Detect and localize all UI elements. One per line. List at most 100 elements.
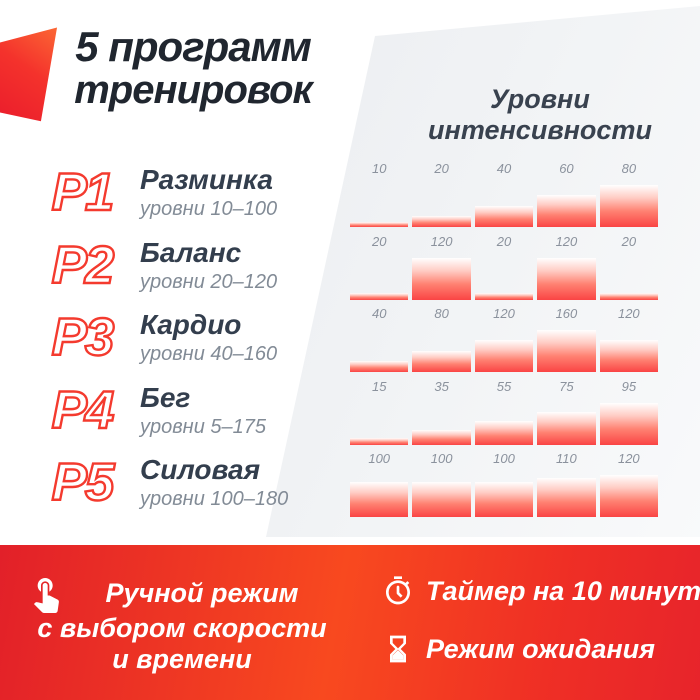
timer-feature: Таймер на 10 минут xyxy=(382,575,700,607)
intensity-bar xyxy=(599,475,659,517)
bar-value-label: 80 xyxy=(621,161,637,176)
bar-value-label: 40 xyxy=(496,161,512,176)
chart-column: 20 xyxy=(412,161,471,227)
standby-label: Режим ожидания xyxy=(426,633,656,664)
bar-value-label: 55 xyxy=(496,378,512,394)
program-text: Кардио уровни 40–160 xyxy=(128,308,277,366)
program-text: Силовая уровни 100–180 xyxy=(128,453,288,511)
chart-column: 160 xyxy=(537,306,596,372)
timer-label: Таймер на 10 минут xyxy=(426,575,700,606)
program-name: Разминка xyxy=(140,164,273,195)
bar-value-label: 120 xyxy=(430,233,453,249)
program-text: Бег уровни 5–175 xyxy=(128,381,266,439)
touch-icon xyxy=(26,573,66,613)
red-accent-shape xyxy=(0,27,58,122)
intensity-bar xyxy=(350,292,409,300)
program-list: P1 Разминка уровни 10–100 P2 Баланс уровни 20… xyxy=(36,162,336,526)
bar-value-label: 120 xyxy=(617,306,640,321)
intensity-bar xyxy=(412,351,471,372)
program-name: Баланс xyxy=(140,236,242,268)
bar-value-label: 20 xyxy=(434,161,449,176)
intensity-bar xyxy=(474,340,534,372)
chart-column: 120 xyxy=(599,451,659,517)
chart-column: 120 xyxy=(474,306,534,372)
program-item: P1 Разминка уровни 10–100 xyxy=(36,162,336,236)
manual-mode-line2: с выбором скорости xyxy=(37,613,327,643)
chart-column: 80 xyxy=(599,161,659,227)
bar-value-label: 15 xyxy=(371,378,387,394)
program-levels: уровни 100–180 xyxy=(140,488,289,510)
intensity-bar xyxy=(537,195,596,227)
bar-value-label: 100 xyxy=(430,451,453,466)
program-code: P1 xyxy=(50,162,115,223)
intensity-bar xyxy=(350,437,409,445)
chart-column: 40 xyxy=(474,161,534,227)
stopwatch-icon xyxy=(382,575,414,607)
chart-column: 80 xyxy=(412,306,471,372)
bar-value-label: 75 xyxy=(559,378,574,394)
intensity-bar xyxy=(537,411,596,445)
chart-column: 15 xyxy=(350,378,409,445)
bar-value-label: 120 xyxy=(555,233,578,249)
hourglass-icon xyxy=(382,633,414,665)
intensity-bar xyxy=(412,429,471,445)
bar-value-label: 40 xyxy=(371,306,387,321)
intensity-chart: 10 20 40 60 80 20 120 20 120 20 40 80 120 160 120 15 35 5… xyxy=(350,161,659,524)
chart-row-p4: 15 35 55 75 95 xyxy=(350,378,659,445)
bar-value-label: 10 xyxy=(371,161,387,176)
bar-value-label: 160 xyxy=(555,306,578,321)
intensity-bar xyxy=(350,361,409,372)
program-code: P5 xyxy=(50,452,115,513)
chart-column: 110 xyxy=(537,451,596,517)
bar-value-label: 110 xyxy=(556,451,577,466)
program-name: Кардио xyxy=(140,309,242,340)
bar-value-label: 95 xyxy=(621,378,637,394)
chart-column: 120 xyxy=(537,233,596,300)
chart-title: Уровни интенсивности xyxy=(428,84,652,145)
intensity-bar xyxy=(537,257,596,300)
intensity-bar xyxy=(537,478,596,517)
chart-column: 95 xyxy=(599,378,659,445)
bar-value-label: 35 xyxy=(434,378,449,394)
chart-row-p5: 100 100 100 110 120 xyxy=(350,451,659,517)
manual-mode-line3: и времени xyxy=(112,644,252,674)
chart-row-p2: 20 120 20 120 20 xyxy=(350,233,659,300)
program-code: P2 xyxy=(50,234,115,295)
manual-mode-line1: Ручной режим xyxy=(105,577,299,608)
bar-value-label: 120 xyxy=(493,306,515,321)
chart-column: 75 xyxy=(537,378,596,445)
chart-column: 20 xyxy=(599,234,659,300)
chart-column: 55 xyxy=(474,378,534,445)
feature-band: Ручной режим с выбором скорости и времен… xyxy=(0,545,700,700)
bar-value-label: 100 xyxy=(368,451,391,466)
chart-column: 120 xyxy=(599,306,659,372)
standby-feature: Режим ожидания xyxy=(382,633,682,665)
intensity-bar xyxy=(350,221,409,227)
intensity-bar xyxy=(350,482,409,517)
chart-column: 120 xyxy=(412,233,471,300)
chart-column: 100 xyxy=(350,451,409,517)
program-name: Бег xyxy=(140,381,191,413)
intensity-bar xyxy=(537,330,596,372)
bar-value-label: 100 xyxy=(493,451,515,466)
program-name: Силовая xyxy=(140,454,261,485)
chart-row-p1: 10 20 40 60 80 xyxy=(350,161,659,227)
intensity-bar xyxy=(474,482,534,517)
chart-row-p3: 40 80 120 160 120 xyxy=(350,306,659,372)
intensity-bar xyxy=(474,206,534,227)
program-levels: уровни 40–160 xyxy=(140,343,278,365)
chart-column: 20 xyxy=(474,233,534,300)
program-text: Баланс уровни 20–120 xyxy=(128,236,277,294)
program-item: P3 Кардио уровни 40–160 xyxy=(36,307,336,381)
bar-value-label: 20 xyxy=(496,233,512,249)
intensity-bar xyxy=(599,340,659,372)
chart-column: 10 xyxy=(350,161,409,227)
program-text: Разминка уровни 10–100 xyxy=(128,163,277,221)
intensity-bar xyxy=(412,216,471,227)
intensity-bar xyxy=(599,185,659,227)
bar-value-label: 120 xyxy=(617,451,640,466)
manual-mode-block: Ручной режим с выбором скорости и времен… xyxy=(26,573,338,675)
program-levels: уровни 5–175 xyxy=(140,415,266,438)
page-title-line2: тренировок xyxy=(74,68,313,113)
page-title-line1: 5 программ xyxy=(75,23,312,70)
